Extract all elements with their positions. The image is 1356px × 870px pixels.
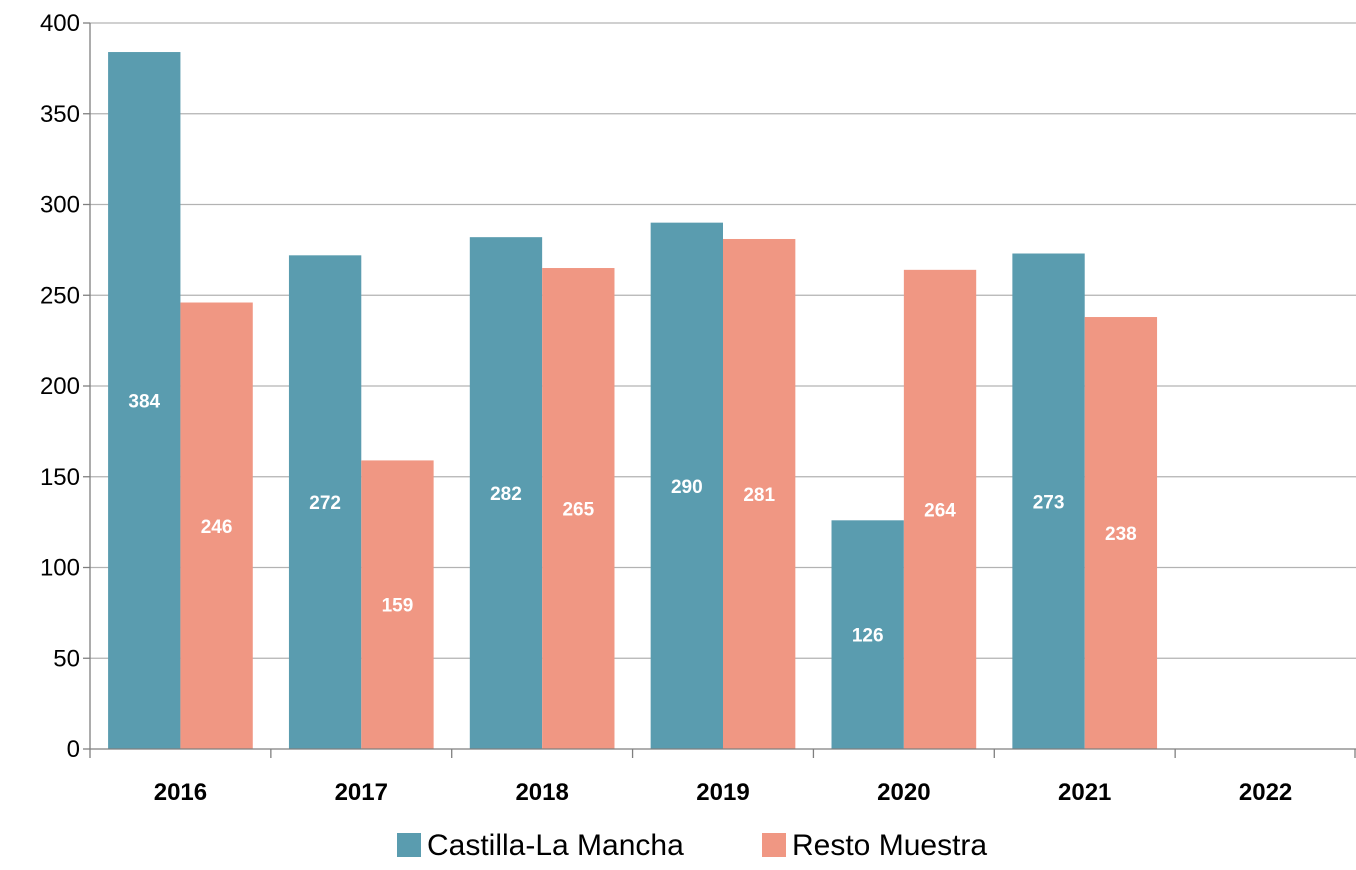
bars: [108, 52, 1158, 750]
bar-resto-muestra-2018: [542, 268, 615, 749]
data-label-castilla-la-mancha-2017: 272: [309, 493, 341, 514]
y-tick-label-50: 50: [53, 645, 80, 672]
x-tick-label-2017: 2017: [335, 779, 388, 806]
y-tick-label-200: 200: [40, 373, 80, 400]
x-tick-label-2020: 2020: [877, 779, 930, 806]
y-tick-label-400: 400: [40, 10, 80, 37]
data-labels: 384 272 282 290 126 273 246 159 265 281 264 238: [128, 392, 1136, 647]
y-tick-label-0: 0: [67, 736, 80, 763]
y-tick-label-100: 100: [40, 555, 80, 582]
data-label-castilla-la-mancha-2016: 384: [128, 392, 160, 413]
legend: Castilla-La Mancha Resto Muestra: [397, 829, 987, 862]
axes: 0 50 100 150 200 250 300 350 400 2016 2017 2018 2019…: [40, 10, 1356, 806]
data-label-resto-muestra-2016: 246: [201, 517, 233, 538]
bar-resto-muestra-2021: [1084, 317, 1158, 749]
x-tick-label-2022: 2022: [1239, 779, 1292, 806]
data-label-resto-muestra-2020: 264: [924, 500, 956, 521]
bar-castilla-la-mancha-2021: [1012, 253, 1085, 749]
bar-castilla-la-mancha-2018: [469, 237, 543, 750]
y-tick-label-300: 300: [40, 192, 80, 219]
x-tick-label-2021: 2021: [1058, 779, 1111, 806]
y-tick-label-250: 250: [40, 282, 80, 309]
data-label-castilla-la-mancha-2021: 273: [1033, 492, 1065, 513]
x-tick-label-2016: 2016: [154, 779, 207, 806]
x-tick-label-2019: 2019: [696, 779, 749, 806]
legend-swatch-resto-muestra: [762, 833, 786, 857]
y-tick-label-350: 350: [40, 101, 80, 128]
bar-castilla-la-mancha-2017: [288, 255, 362, 749]
legend-swatch-castilla-la-mancha: [397, 833, 421, 857]
bar-resto-muestra-2020: [903, 269, 977, 749]
y-tick-label-150: 150: [40, 464, 80, 491]
bar-castilla-la-mancha-2020: [831, 520, 904, 749]
legend-label-castilla-la-mancha: Castilla-La Mancha: [427, 829, 684, 862]
x-tick-label-2018: 2018: [515, 779, 568, 806]
bar-resto-muestra-2017: [361, 460, 434, 749]
bar-resto-muestra-2016: [180, 302, 253, 749]
data-label-castilla-la-mancha-2018: 282: [490, 484, 522, 505]
data-label-resto-muestra-2017: 159: [382, 596, 414, 617]
data-label-castilla-la-mancha-2019: 290: [671, 477, 703, 498]
data-label-castilla-la-mancha-2020: 126: [852, 626, 884, 647]
data-label-resto-muestra-2019: 281: [743, 485, 775, 506]
bar-castilla-la-mancha-2016: [108, 52, 181, 750]
bar-resto-muestra-2019: [723, 238, 796, 750]
bar-castilla-la-mancha-2019: [650, 222, 723, 749]
data-label-resto-muestra-2018: 265: [562, 500, 594, 521]
legend-label-resto-muestra: Resto Muestra: [792, 829, 987, 862]
data-label-resto-muestra-2021: 238: [1105, 524, 1137, 545]
